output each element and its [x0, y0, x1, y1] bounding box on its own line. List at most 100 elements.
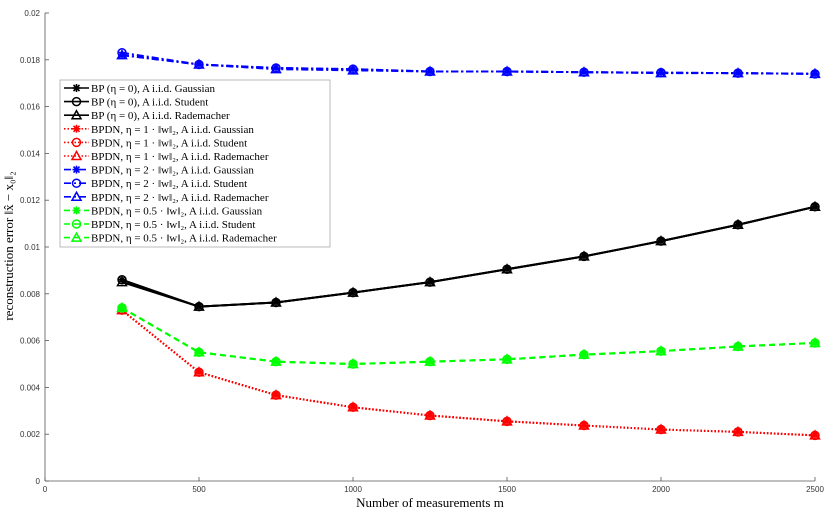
data-point [424, 409, 436, 420]
series-line [121, 309, 816, 437]
legend-label: BPDN, η = 0.5 · ‖w‖₂, A i.i.d. Rademache… [91, 233, 277, 245]
series-9 [118, 303, 819, 368]
x-tick-label: 2000 [652, 485, 670, 494]
data-point [811, 431, 819, 440]
series-5 [116, 304, 821, 440]
data-point [270, 296, 282, 307]
y-tick-label: 0 [36, 477, 41, 486]
legend-entry: BPDN, η = 0.5 · ‖w‖₂, A i.i.d. Student [64, 219, 255, 231]
data-point [655, 235, 667, 246]
y-tick-label: 0.004 [20, 383, 41, 392]
data-point [193, 366, 205, 377]
legend-marker [71, 219, 82, 229]
y-tick-label: 0.018 [20, 56, 41, 65]
y-tick-label: 0.006 [20, 337, 41, 346]
x-tick-label: 500 [192, 485, 206, 494]
data-point [655, 345, 667, 356]
data-point [734, 427, 742, 436]
data-point [193, 300, 205, 311]
legend-marker [72, 84, 81, 92]
legend-label: BPDN, η = 2 · ‖w‖₂, A i.i.d. Rademacher [91, 192, 269, 204]
data-point [655, 67, 667, 78]
legend-marker [72, 124, 81, 133]
data-point [809, 200, 821, 212]
data-point [116, 276, 128, 287]
legend-entry: BPDN, η = 0.5 · ‖w‖₂, A i.i.d. Gaussian [64, 205, 263, 217]
data-point [501, 415, 513, 426]
data-point [732, 340, 744, 351]
y-tick-label: 0.01 [24, 243, 40, 252]
data-point [347, 357, 359, 369]
data-point [809, 429, 821, 440]
legend-entry: BP (η = 0), A i.i.d. Student [64, 97, 208, 109]
series-8 [116, 49, 821, 79]
data-point [116, 301, 128, 313]
legend-marker [72, 206, 81, 215]
series-line [121, 306, 816, 366]
y-tick-label: 0.02 [24, 9, 40, 18]
data-point [424, 355, 436, 366]
legend-label: BPDN, η = 0.5 · ‖w‖₂, A i.i.d. Gaussian [91, 205, 263, 217]
legend-marker [70, 149, 83, 161]
series-11 [116, 301, 821, 369]
y-tick-label: 0.008 [20, 290, 41, 299]
legend-entry: BPDN, η = 1 · ‖w‖₂, A i.i.d. Rademacher [64, 149, 269, 163]
legend-entry: BPDN, η = 1 · ‖w‖₂, A i.i.d. Student [64, 137, 247, 149]
data-point [657, 425, 665, 434]
legend-label: BPDN, η = 0.5 · ‖w‖₂, A i.i.d. Student [91, 219, 255, 231]
data-point [580, 68, 588, 77]
data-point [347, 64, 359, 75]
data-point [732, 425, 744, 437]
data-point [578, 348, 590, 359]
data-point [270, 63, 282, 74]
data-point [426, 411, 434, 420]
y-axis-label: reconstruction error ‖x̂ − x₀‖₂ [1, 171, 16, 320]
data-point [195, 348, 203, 357]
legend-entry: BP (η = 0), A i.i.d. Rademacher [64, 109, 230, 122]
series-line [121, 205, 816, 308]
legend-marker [71, 96, 82, 107]
series-line [121, 309, 816, 437]
data-point [578, 66, 590, 77]
legend-entry: BPDN, η = 0.5 · ‖w‖₂, A i.i.d. Rademache… [64, 231, 277, 245]
data-point [580, 421, 588, 430]
legend-marker [71, 137, 82, 148]
series-4 [117, 305, 820, 441]
legend-marker [71, 178, 82, 188]
data-point [117, 275, 127, 285]
data-point [270, 355, 282, 366]
x-tick-label: 1500 [498, 485, 516, 494]
x-axis-label: Number of measurements m [356, 495, 504, 510]
x-tick-label: 0 [43, 485, 48, 494]
y-tick-label: 0.002 [20, 430, 41, 439]
data-point [655, 423, 667, 434]
series-10 [117, 303, 820, 369]
y-tick-label: 0.012 [20, 196, 41, 205]
data-point [349, 403, 357, 412]
legend-marker [70, 190, 83, 202]
data-point [501, 353, 513, 364]
legend-label: BP (η = 0), A i.i.d. Student [91, 97, 208, 109]
legend-entry: BPDN, η = 1 · ‖w‖₂, A i.i.d. Gaussian [64, 124, 254, 136]
data-point [734, 342, 742, 351]
legend-entry: BPDN, η = 2 · ‖w‖₂, A i.i.d. Gaussian [64, 165, 254, 177]
data-point [272, 357, 280, 366]
x-tick-label: 2500 [806, 485, 824, 494]
series-6 [118, 51, 819, 78]
legend-box [59, 79, 331, 248]
legend-entry: BP (η = 0), A i.i.d. Gaussian [64, 83, 215, 95]
legend-entry: BPDN, η = 2 · ‖w‖₂, A i.i.d. Rademacher [64, 190, 269, 204]
data-point [424, 276, 436, 287]
legend-marker [70, 231, 83, 242]
series-2 [116, 200, 821, 311]
data-point [578, 419, 590, 430]
data-point [732, 67, 744, 78]
series-7 [117, 48, 820, 79]
data-point [811, 338, 819, 347]
legend-marker [72, 165, 81, 174]
legend-label: BP (η = 0), A i.i.d. Gaussian [91, 83, 215, 95]
legend-label: BPDN, η = 1 · ‖w‖₂, A i.i.d. Rademacher [91, 151, 269, 163]
axes: 0 500 1000 1500 2000 2500 0 0.002 0.004 0.006 0.00… [20, 9, 824, 494]
data-point [193, 346, 205, 357]
